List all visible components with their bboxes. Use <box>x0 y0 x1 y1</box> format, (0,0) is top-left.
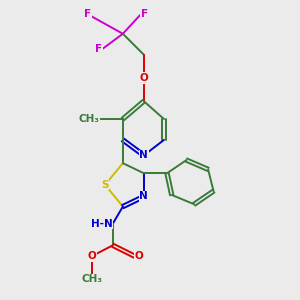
Text: F: F <box>141 9 148 20</box>
Text: O: O <box>134 251 143 261</box>
Text: F: F <box>84 9 92 20</box>
Text: O: O <box>140 73 148 83</box>
Text: CH₃: CH₃ <box>79 114 100 124</box>
Text: CH₃: CH₃ <box>81 274 102 284</box>
Text: S: S <box>101 180 109 190</box>
Text: N: N <box>140 191 148 202</box>
Text: F: F <box>95 44 102 54</box>
Text: N: N <box>140 150 148 161</box>
Text: H-N: H-N <box>91 219 113 229</box>
Text: O: O <box>88 251 96 261</box>
